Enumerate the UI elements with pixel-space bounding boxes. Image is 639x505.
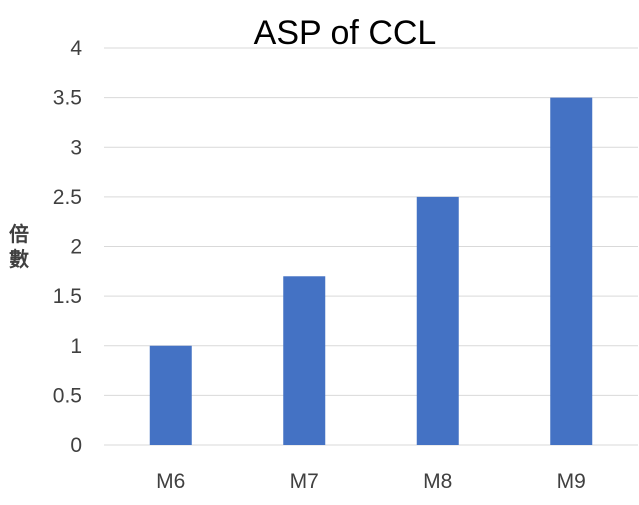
- y-tick-label: 2: [70, 236, 82, 259]
- y-axis-ticks: 0 0.5 1 1.5 2 2.5 3 3.5 4: [53, 37, 83, 457]
- x-axis-ticks: M6 M7 M8 M9: [156, 470, 586, 493]
- bar-m7: [283, 276, 326, 445]
- y-tick-label: 1: [70, 335, 82, 358]
- x-tick-label: M7: [290, 470, 319, 493]
- bar-m6: [149, 345, 192, 445]
- y-tick-label: 2.5: [53, 186, 82, 209]
- x-tick-label: M9: [557, 470, 586, 493]
- y-tick-label: 3.5: [53, 87, 82, 110]
- y-tick-label: 0.5: [53, 384, 82, 407]
- y-axis-label-char: 數: [9, 247, 29, 271]
- y-tick-label: 0: [70, 434, 82, 457]
- y-axis-label: 倍數: [9, 222, 29, 271]
- x-tick-label: M8: [423, 470, 452, 493]
- y-tick-label: 3: [70, 136, 82, 159]
- bar-m8: [416, 196, 459, 445]
- y-tick-label: 4: [70, 37, 82, 60]
- bars: [149, 97, 593, 445]
- chart-title: ASP of CCL: [254, 14, 437, 52]
- gridlines: [104, 47, 638, 446]
- y-tick-label: 1.5: [53, 285, 82, 308]
- bar-m9: [550, 97, 593, 445]
- x-tick-label: M6: [156, 470, 185, 493]
- y-axis-label-char: 倍: [9, 222, 29, 246]
